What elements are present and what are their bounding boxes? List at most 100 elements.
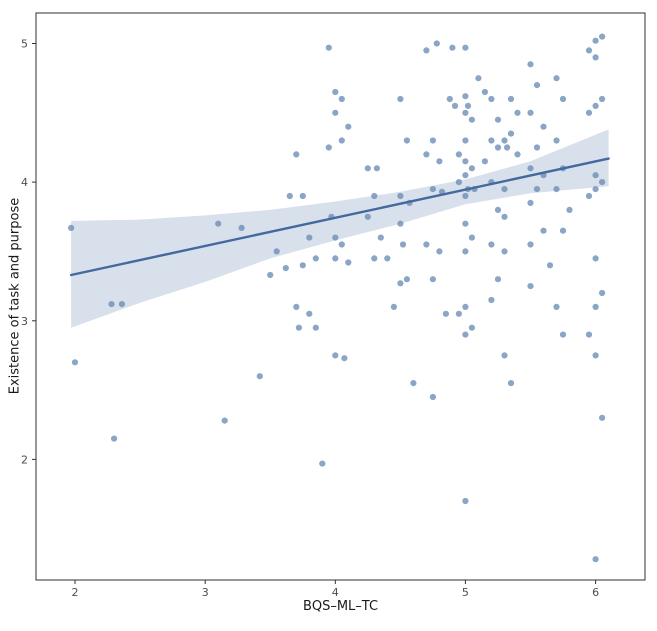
scatter-point (429, 186, 436, 193)
x-tick-label: 3 (202, 586, 209, 599)
scatter-point (488, 95, 495, 103)
panel-border (35, 12, 646, 581)
scatter-point (371, 255, 378, 262)
scatter-point (399, 241, 407, 248)
scatter-point (559, 227, 567, 234)
y-axis-label: Existence of task and purpose (7, 197, 23, 395)
scatter-point (553, 75, 560, 82)
scatter-point (592, 186, 599, 193)
scatter-point (446, 95, 453, 103)
scatter-point (527, 165, 534, 172)
scatter-point (462, 497, 469, 505)
x-tick-label: 5 (462, 586, 469, 599)
scatter-point (501, 248, 508, 255)
scatter-point (267, 271, 274, 279)
scatter-point (384, 255, 391, 262)
scatter-point (553, 303, 560, 310)
scatter-point (553, 137, 560, 144)
scatter-point (462, 220, 469, 227)
scatter-point (345, 123, 352, 130)
scatter-point (501, 186, 508, 193)
scatter-point (221, 417, 228, 424)
scatter-point (553, 186, 560, 193)
scatter-point (71, 359, 79, 366)
scatter-point (527, 241, 534, 248)
scatter-point (592, 37, 599, 44)
scatter-point (423, 47, 430, 54)
scatter-point (403, 276, 410, 283)
scatter-point (533, 186, 541, 193)
scatter-point (364, 213, 371, 220)
scatter-point (599, 95, 606, 103)
scatter-point (325, 144, 332, 151)
scatter-point (504, 144, 511, 151)
scatter-point (462, 303, 469, 310)
x-tick-label: 4 (332, 586, 339, 599)
scatter-point (592, 172, 599, 179)
scatter-point (295, 324, 302, 331)
scatter-point (371, 192, 378, 200)
scatter-point (338, 241, 345, 248)
scatter-point (559, 331, 567, 338)
scatter-point (306, 234, 313, 241)
scatter-point (514, 109, 521, 116)
scatter-point (494, 276, 502, 283)
scatter-point (455, 179, 462, 186)
scatter-point (293, 303, 300, 310)
scatter-point (215, 220, 222, 227)
scatter-point (68, 224, 75, 231)
scatter-point (488, 296, 495, 304)
x-tick-label: 6 (592, 586, 599, 599)
scatter-point (566, 206, 573, 213)
scatter-point (451, 102, 459, 109)
confidence-band (71, 129, 609, 328)
scatter-point (312, 255, 319, 262)
scatter-point (345, 259, 352, 266)
scatter-point (592, 54, 599, 61)
scatter-point (449, 44, 456, 51)
y-tick-label: 4 (21, 176, 28, 189)
scatter-point (341, 355, 348, 362)
scatter-point (390, 303, 397, 310)
scatter-point (527, 283, 534, 290)
scatter-point (118, 301, 125, 308)
scatter-point (455, 151, 462, 158)
scatter-point (475, 75, 482, 82)
scatter-point (423, 151, 430, 158)
scatter-point (462, 248, 469, 255)
scatter-point (299, 262, 306, 269)
scatter-point (462, 192, 469, 200)
scatter-point (540, 123, 547, 130)
scatter-point (592, 556, 599, 563)
scatter-point (527, 199, 534, 206)
scatter-point (111, 435, 118, 442)
scatter-point (436, 158, 443, 165)
scatter-point (273, 248, 280, 255)
scatter-point (494, 144, 502, 151)
scatter-point (468, 324, 475, 331)
scatter-point (397, 192, 404, 200)
scatter-point (527, 109, 534, 116)
regression-line (69, 157, 610, 277)
scatter-point (338, 137, 345, 144)
scatter-point (238, 224, 245, 231)
x-axis-label: BQS–ML–TC (302, 599, 379, 614)
scatter-point (397, 95, 404, 103)
scatter-point (312, 324, 319, 331)
scatter-point (592, 102, 599, 109)
scatter-point (462, 93, 469, 100)
scatter-point (332, 255, 339, 262)
scatter-point (462, 158, 469, 165)
scatter-point (338, 95, 345, 103)
scatter-point (464, 102, 472, 109)
scatter-point (429, 276, 436, 283)
scatter-point (507, 130, 515, 137)
scatter-point (488, 137, 495, 144)
scatter-point (599, 289, 606, 297)
scatter-point (585, 331, 593, 338)
scatter-point (462, 109, 469, 116)
scatter-point (507, 380, 515, 387)
scatter-point (462, 331, 469, 338)
scatter-point (540, 227, 547, 234)
